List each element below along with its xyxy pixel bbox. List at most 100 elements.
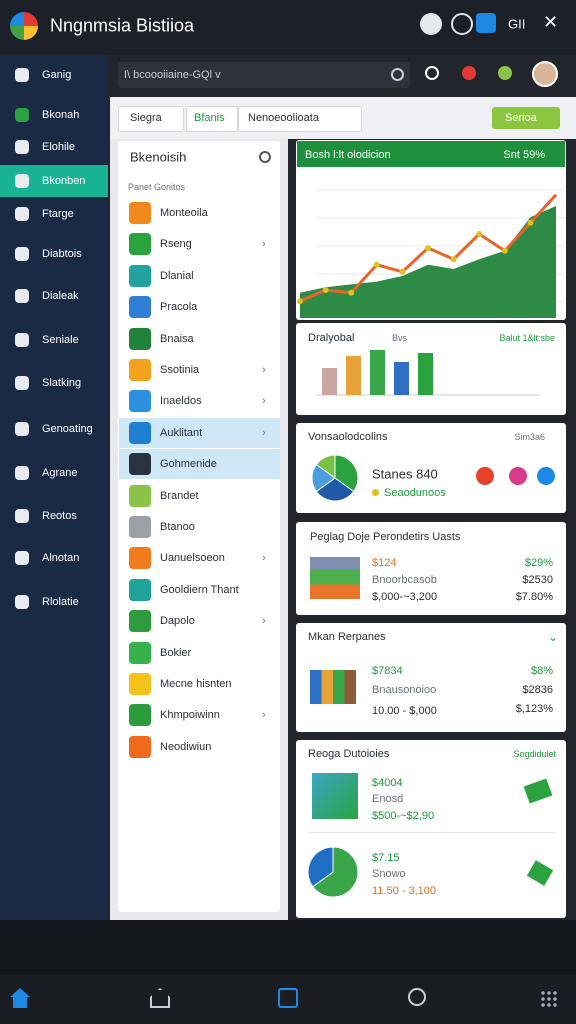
sidebar-icon	[15, 333, 29, 347]
chevron[interactable]: ›	[262, 364, 266, 376]
list-item[interactable]: Inaeldos	[160, 395, 202, 408]
list-icon	[129, 641, 151, 664]
list-item[interactable]: Ssotinia	[160, 364, 200, 376]
sidebar-item[interactable]: Genoating	[42, 423, 93, 435]
tab[interactable]	[186, 106, 238, 132]
pie-slice	[315, 454, 336, 479]
search-bar[interactable]	[118, 62, 410, 88]
sidebar-icon	[15, 174, 29, 188]
status-icon[interactable]	[498, 66, 512, 80]
sidebar-icon	[15, 207, 29, 221]
sidebar-item[interactable]: Agrane	[42, 467, 78, 479]
sidebar-item[interactable]: Bkonah	[42, 109, 80, 121]
bar-link: Balut 1&lt:sbe	[499, 333, 555, 343]
line-point	[373, 261, 380, 268]
list-item[interactable]: Uanuelsoeon	[160, 552, 225, 565]
avatar[interactable]	[532, 61, 558, 87]
share-icon[interactable]	[476, 13, 496, 33]
bar	[322, 368, 337, 395]
pie-slice	[334, 454, 359, 493]
card-title: Peglag Doje Perondetirs Uasts	[310, 531, 461, 543]
app-title: Nngnmsia Bistiioa	[50, 15, 195, 36]
blue-dot[interactable]	[537, 467, 555, 485]
line-point	[450, 256, 457, 263]
list-item[interactable]: Khmpoiwinn	[160, 709, 220, 722]
alert-icon[interactable]	[425, 66, 439, 80]
account-tab[interactable]	[408, 988, 426, 1006]
pink-dot[interactable]	[509, 467, 527, 485]
pie-note: Seaodunoos	[384, 487, 446, 499]
stat: $29%	[524, 557, 553, 569]
primary-button[interactable]	[492, 107, 560, 129]
list-item[interactable]: Brandet	[160, 489, 199, 502]
list-icon	[129, 233, 151, 256]
list-icon	[129, 673, 151, 695]
list-icon	[129, 578, 151, 601]
chevron[interactable]: ›	[262, 426, 266, 439]
sidebar-item[interactable]: Reotos	[42, 510, 77, 522]
list-item[interactable]: Btanoo	[160, 521, 195, 533]
trend-badge: Snt 59%	[503, 149, 545, 161]
sidebar-item[interactable]: Dialeak	[42, 290, 79, 302]
list-search-icon[interactable]	[259, 151, 271, 163]
list-item[interactable]: Bnaisa	[160, 332, 194, 345]
bar-tag: Bvs	[392, 333, 408, 343]
sidebar-item[interactable]: Diabtois	[42, 248, 82, 260]
close-button[interactable]: ✕	[543, 12, 559, 32]
sidebar-item[interactable]: Slatking	[42, 377, 82, 389]
chevron[interactable]: ›	[262, 238, 266, 251]
sidebar-item[interactable]: Rlolatie	[42, 596, 79, 608]
pie-title: Vonsaolodcolins	[308, 431, 388, 443]
sync-icon[interactable]	[451, 13, 473, 35]
red-dot[interactable]	[476, 467, 494, 485]
list-icon	[129, 704, 151, 727]
list-item[interactable]: Gooldiern Thant	[160, 583, 239, 596]
profile-icon[interactable]	[420, 13, 442, 35]
chevron[interactable]: ›	[262, 395, 266, 408]
area	[300, 206, 556, 318]
home-tab[interactable]	[10, 988, 30, 1008]
list-item[interactable]: Mecne hisnten	[160, 678, 232, 690]
bar	[370, 350, 385, 395]
select-box[interactable]	[118, 106, 184, 132]
chevron[interactable]: ›	[262, 615, 266, 628]
line-point	[297, 298, 303, 305]
list-item[interactable]: Gohmenide	[160, 458, 217, 471]
label: Snowo	[372, 868, 406, 880]
search-icon[interactable]	[391, 68, 404, 81]
stat: $2836	[522, 684, 553, 696]
label: Bnoorbcasob	[372, 574, 437, 586]
info-tab[interactable]	[278, 988, 298, 1008]
line-point	[501, 247, 508, 254]
list-item[interactable]: Dapolo	[160, 615, 195, 628]
sidebar-item[interactable]: Ganig	[42, 69, 72, 81]
list-item[interactable]: Auklitant	[160, 426, 203, 439]
text-input[interactable]	[238, 106, 362, 132]
list-item[interactable]: Dlanial	[160, 269, 194, 282]
pie-slice	[312, 846, 359, 898]
sidebar-item[interactable]: Alnotan	[42, 552, 80, 564]
house-tab[interactable]	[150, 988, 170, 1008]
chevron[interactable]: ›	[262, 552, 266, 565]
apps-tab[interactable]	[540, 990, 558, 1008]
sidebar-item[interactable]: Elohile	[42, 141, 76, 153]
list-icon	[129, 390, 151, 413]
sidebar-item[interactable]: Bkonben	[42, 175, 86, 187]
chevron[interactable]: ›	[262, 709, 266, 722]
sidebar-icon	[15, 68, 29, 82]
bar	[346, 356, 361, 395]
label: Enosd	[372, 793, 404, 805]
sidebar-item[interactable]: Seniale	[42, 334, 79, 346]
trend-header	[297, 141, 565, 167]
list-item[interactable]: Bokier	[160, 646, 192, 659]
notify-icon[interactable]	[462, 66, 476, 80]
sidebar-item[interactable]: Ftarge	[42, 208, 74, 220]
expand-icon[interactable]: ⌄	[548, 630, 559, 644]
list-item[interactable]: Pracola	[160, 301, 198, 314]
list-item[interactable]: Neodiwiun	[160, 740, 212, 753]
trend-title: Bosh l:lt olodicion	[305, 149, 391, 161]
list-section: Panet Gonitos	[128, 182, 186, 192]
list-item[interactable]: Rseng	[160, 238, 192, 251]
list-item[interactable]: Monteoila	[160, 207, 208, 219]
